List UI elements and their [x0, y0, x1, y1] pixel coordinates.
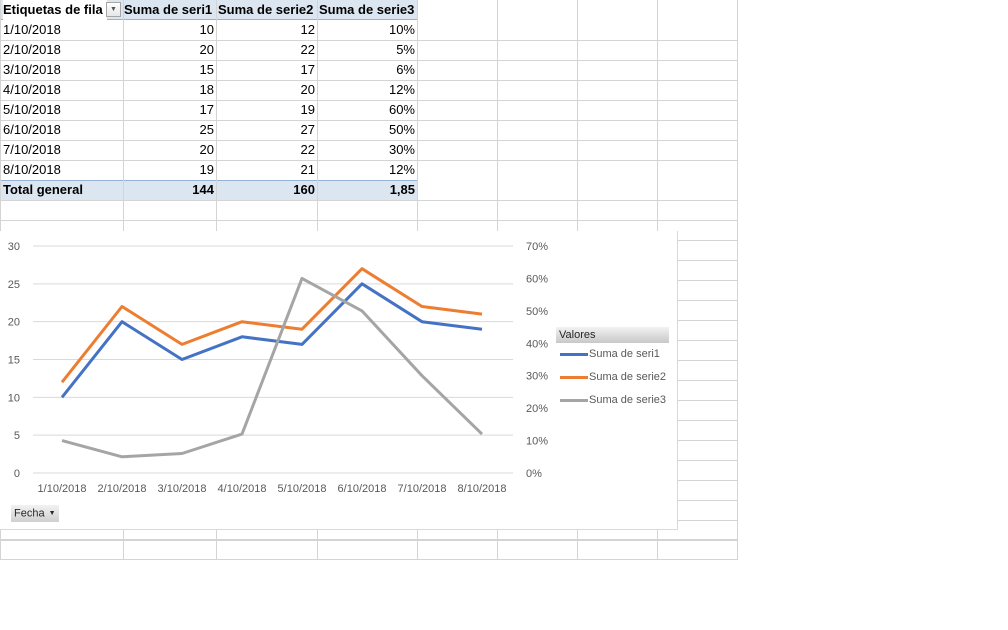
pivot-total-label: Total general — [3, 182, 83, 197]
x-axis-tick-label: 8/10/2018 — [458, 483, 507, 495]
legend-item-seri1[interactable]: Suma de seri1 — [560, 347, 660, 361]
pivot-row-label: 1/10/2018 — [3, 22, 61, 37]
grid-line — [0, 160, 738, 161]
y2-axis-tick-label: 70% — [526, 241, 548, 253]
y-axis-tick-label: 25 — [8, 279, 20, 291]
x-axis-tick-label: 2/10/2018 — [98, 483, 147, 495]
pivot-cell-seri1: 17 — [199, 102, 214, 117]
pivot-cell-seri1: 20 — [199, 42, 214, 57]
pivot-row-label: 6/10/2018 — [3, 122, 61, 137]
pivot-cell-serie2: 17 — [300, 62, 315, 77]
pivot-cell-serie3: 5% — [396, 42, 415, 57]
y-axis-tick-label: 30 — [8, 241, 20, 253]
y-axis-tick-label: 15 — [8, 355, 20, 367]
legend-label: Suma de seri1 — [589, 348, 660, 360]
y-axis-tick-label: 10 — [8, 392, 20, 404]
pivot-col-header-serie2: Suma de serie2 — [218, 2, 314, 17]
pivot-cell-seri1: 20 — [199, 142, 214, 157]
pivot-cell-seri1: 25 — [199, 122, 214, 137]
y-axis-tick-label: 20 — [8, 317, 20, 329]
dropdown-arrow-icon[interactable]: ▼ — [106, 2, 121, 17]
grid-line — [0, 540, 738, 541]
pivot-cell-serie2: 20 — [300, 82, 315, 97]
y2-axis-tick-label: 60% — [526, 273, 548, 285]
pivot-row-label-header: Etiquetas de fila — [3, 0, 107, 20]
x-axis-tick-label: 1/10/2018 — [38, 483, 87, 495]
legend-swatch-serie3 — [560, 398, 588, 402]
grid-line — [0, 200, 738, 201]
legend-label: Suma de serie3 — [589, 394, 667, 406]
pivot-cell-seri1: 19 — [199, 162, 214, 177]
legend-label: Suma de serie2 — [589, 371, 667, 383]
pivot-cell-serie2: 12 — [300, 22, 315, 37]
x-axis-tick-label: 7/10/2018 — [398, 483, 447, 495]
y2-axis-tick-label: 0% — [526, 468, 542, 480]
x-axis-tick-label: 5/10/2018 — [278, 483, 327, 495]
pivot-cell-serie3: 10% — [388, 22, 415, 37]
pivot-cell-serie3: 6% — [396, 62, 415, 77]
pivot-chart[interactable]: 0 5 10 15 20 25 30 0% 10% 20% 30% 40% 50% 60% 70% 1/1… — [0, 231, 678, 530]
pivot-col-header-seri1: Suma de seri1 — [124, 2, 213, 17]
pivot-row-label: 4/10/2018 — [3, 82, 61, 97]
y2-axis-tick-label: 20% — [526, 403, 548, 415]
pivot-cell-serie3: 12% — [388, 162, 415, 177]
legend-swatch-seri1 — [560, 352, 588, 356]
y-axis-tick-label: 5 — [14, 430, 20, 442]
pivot-cell-seri1: 10 — [199, 22, 214, 37]
y-axis-tick-label: 0 — [14, 468, 20, 480]
pivot-row-label: 7/10/2018 — [3, 142, 61, 157]
pivot-total-seri1: 144 — [192, 182, 214, 197]
grid-line — [0, 220, 738, 221]
y2-axis-tick-label: 30% — [526, 371, 548, 383]
fecha-field-button[interactable]: Fecha ▼ — [11, 505, 59, 522]
pivot-cell-serie3: 60% — [388, 102, 415, 117]
x-axis-tick-label: 6/10/2018 — [338, 483, 387, 495]
grid-line — [0, 559, 738, 560]
pivot-cell-serie3: 30% — [388, 142, 415, 157]
pivot-cell-serie3: 50% — [388, 122, 415, 137]
pivot-cell-serie2: 21 — [300, 162, 315, 177]
pivot-row-label: 2/10/2018 — [3, 42, 61, 57]
pivot-row-label: 3/10/2018 — [3, 62, 61, 77]
series-line-1[interactable] — [60, 282, 483, 399]
legend-title: Valores — [556, 327, 669, 343]
grid-line — [0, 120, 738, 121]
pivot-cell-serie2: 22 — [300, 142, 315, 157]
pivot-total-background — [0, 180, 417, 200]
y2-axis-tick-label: 50% — [526, 306, 548, 318]
pivot-col-header-serie3: Suma de serie3 — [319, 2, 415, 17]
pivot-row-label: 5/10/2018 — [3, 102, 61, 117]
pivot-cell-serie2: 22 — [300, 42, 315, 57]
grid-line — [0, 40, 738, 41]
dropdown-arrow-icon: ▼ — [48, 510, 56, 517]
pivot-cell-serie3: 12% — [388, 82, 415, 97]
legend-item-serie2[interactable]: Suma de serie2 — [560, 370, 666, 384]
y2-axis-tick-label: 40% — [526, 338, 548, 350]
fecha-field-label: Fecha — [14, 507, 45, 520]
grid-line — [0, 100, 738, 101]
series-line-3[interactable] — [61, 276, 484, 459]
pivot-cell-seri1: 18 — [199, 82, 214, 97]
pivot-cell-serie2: 19 — [300, 102, 315, 117]
grid-line — [0, 60, 738, 61]
x-axis-tick-label: 3/10/2018 — [158, 483, 207, 495]
legend-item-serie3[interactable]: Suma de serie3 — [560, 393, 666, 407]
pivot-cell-seri1: 15 — [199, 62, 214, 77]
pivot-row-label: 8/10/2018 — [3, 162, 61, 177]
grid-line — [0, 539, 738, 540]
pivot-total-serie2: 160 — [293, 182, 315, 197]
pivot-cell-serie2: 27 — [300, 122, 315, 137]
grid-line — [0, 140, 738, 141]
series-line-2[interactable] — [60, 267, 483, 384]
pivot-total-serie3: 1,85 — [389, 182, 415, 197]
x-axis-tick-label: 4/10/2018 — [218, 483, 267, 495]
legend-swatch-serie2 — [560, 375, 588, 379]
grid-line — [0, 80, 738, 81]
chart-plot: 0 5 10 15 20 25 30 0% 10% 20% 30% 40% 50% 60% 70% 1/1… — [8, 241, 548, 495]
y2-axis-tick-label: 10% — [526, 436, 548, 448]
